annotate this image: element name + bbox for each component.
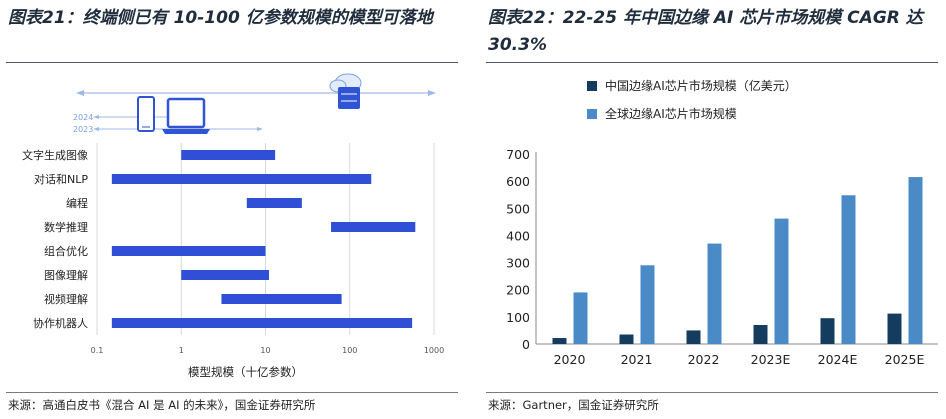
bar <box>820 318 835 344</box>
legend-swatch <box>587 81 597 91</box>
arrow-2023-head-right <box>257 127 263 131</box>
x-tick-label: 2020 <box>554 352 586 367</box>
category-label: 视频理解 <box>44 292 88 306</box>
year-label-2024: 2024 <box>73 113 93 122</box>
left-source-rule <box>6 392 458 393</box>
y-tick-label: 500 <box>506 201 530 216</box>
x-tick-label: 1000 <box>424 346 444 355</box>
left-chart-title: 图表21：终端侧已有 10-100 亿参数规模的模型可落地 <box>8 8 433 28</box>
range-bar <box>111 174 372 184</box>
left-source: 来源：高通白皮书《混合 AI 是 AI 的未来》，国金证券研究所 <box>8 398 316 412</box>
arrow-2023-head-left <box>93 127 99 131</box>
range-bar <box>111 318 413 328</box>
year-label-2023: 2023 <box>73 125 93 134</box>
bar <box>573 292 588 344</box>
bar <box>552 338 567 344</box>
bar <box>686 330 701 344</box>
top-scale-arrow-left-head <box>76 90 84 96</box>
y-tick-label: 300 <box>506 256 530 271</box>
range-bar <box>111 246 266 256</box>
x-tick-label: 0.1 <box>91 346 104 355</box>
y-tick-label: 600 <box>506 174 530 189</box>
range-bar <box>181 270 269 280</box>
phone-icon <box>137 96 155 132</box>
cloud-server-icon <box>329 73 362 109</box>
range-bar <box>181 150 276 160</box>
right-chart-title-line1: 图表22：22-25 年中国边缘 AI 芯片市场规模 CAGR 达 <box>488 8 923 28</box>
category-label: 组合优化 <box>44 244 88 258</box>
x-tick-label: 2023E <box>751 352 791 367</box>
x-tick-label: 2022 <box>688 352 720 367</box>
top-scale-arrow-right-head <box>428 90 436 96</box>
bar <box>908 177 923 344</box>
x-tick-label: 2025E <box>885 352 925 367</box>
range-bar <box>246 198 302 208</box>
x-tick-label: 1 <box>179 346 184 355</box>
category-label: 协作机器人 <box>33 316 88 330</box>
y-tick-label: 100 <box>506 310 530 325</box>
legend-swatch <box>587 109 597 119</box>
laptop-icon <box>162 97 210 134</box>
category-label: 图像理解 <box>44 268 88 282</box>
y-tick-label: 0 <box>522 337 530 352</box>
legend-label: 中国边缘AI芯片市场规模（亿美元） <box>605 78 797 93</box>
right-chart: 中国边缘AI芯片市场规模（亿美元） 全球边缘AI芯片市场规模 0 100 200 300… <box>506 78 938 367</box>
y-tick-label: 200 <box>506 283 530 298</box>
bar <box>707 243 722 344</box>
y-tick-label: 700 <box>506 147 530 162</box>
bar <box>841 195 856 344</box>
right-chart-title-line2: 30.3% <box>488 35 547 55</box>
y-tick-label: 400 <box>506 228 530 243</box>
bar <box>753 325 768 344</box>
x-tick-label: 10 <box>260 346 270 355</box>
left-title-rule <box>6 62 458 63</box>
right-source: 来源：Gartner，国金证券研究所 <box>488 398 659 412</box>
category-label: 对话和NLP <box>34 172 88 186</box>
legend: 中国边缘AI芯片市场规模（亿美元） 全球边缘AI芯片市场规模 <box>587 78 797 121</box>
x-tick-label: 2024E <box>818 352 858 367</box>
bar <box>774 218 789 344</box>
category-label: 文字生成图像 <box>22 148 88 162</box>
category-label: 数学推理 <box>44 220 88 234</box>
x-axis-title: 模型规模（十亿参数） <box>188 365 303 379</box>
range-bar <box>331 222 416 232</box>
x-tick-label: 2021 <box>621 352 653 367</box>
bar <box>887 313 902 344</box>
x-tick-label: 100 <box>342 346 357 355</box>
category-label: 编程 <box>66 196 88 210</box>
bar <box>619 334 634 344</box>
right-plot-area: 0 100 200 300 400 500 600 700 2020 2021 2022 2023E 2… <box>506 147 938 367</box>
right-title-rule <box>486 62 938 63</box>
bar <box>640 265 655 344</box>
right-source-rule <box>486 392 938 393</box>
range-bar <box>221 294 342 304</box>
arrow-2024-head-left <box>93 115 99 119</box>
legend-label: 全球边缘AI芯片市场规模 <box>605 106 737 121</box>
